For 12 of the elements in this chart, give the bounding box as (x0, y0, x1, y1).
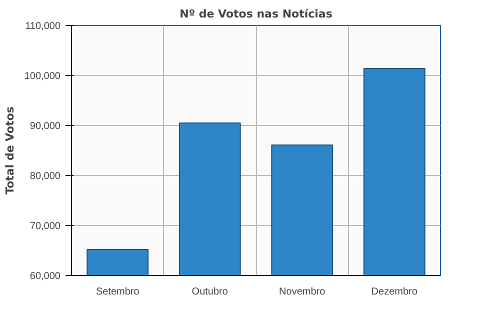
y-tick-label: 80,000 (30, 171, 61, 182)
y-tick-label: 100,000 (24, 71, 61, 82)
chart-title: Nº de Votos nas Notícias (180, 8, 333, 20)
x-tick-label: Dezembro (371, 286, 418, 298)
y-tick-label: 70,000 (30, 221, 61, 232)
y-tick-label: 60,000 (30, 271, 61, 282)
x-tick-label: Novembro (279, 286, 326, 298)
y-tick-label: 90,000 (30, 121, 61, 132)
y-tick-label: 110,000 (25, 21, 61, 32)
x-tick-label: Setembro (96, 286, 140, 298)
y-axis-title: Total de Votos (3, 106, 16, 194)
x-tick-label: Outubro (192, 286, 228, 298)
